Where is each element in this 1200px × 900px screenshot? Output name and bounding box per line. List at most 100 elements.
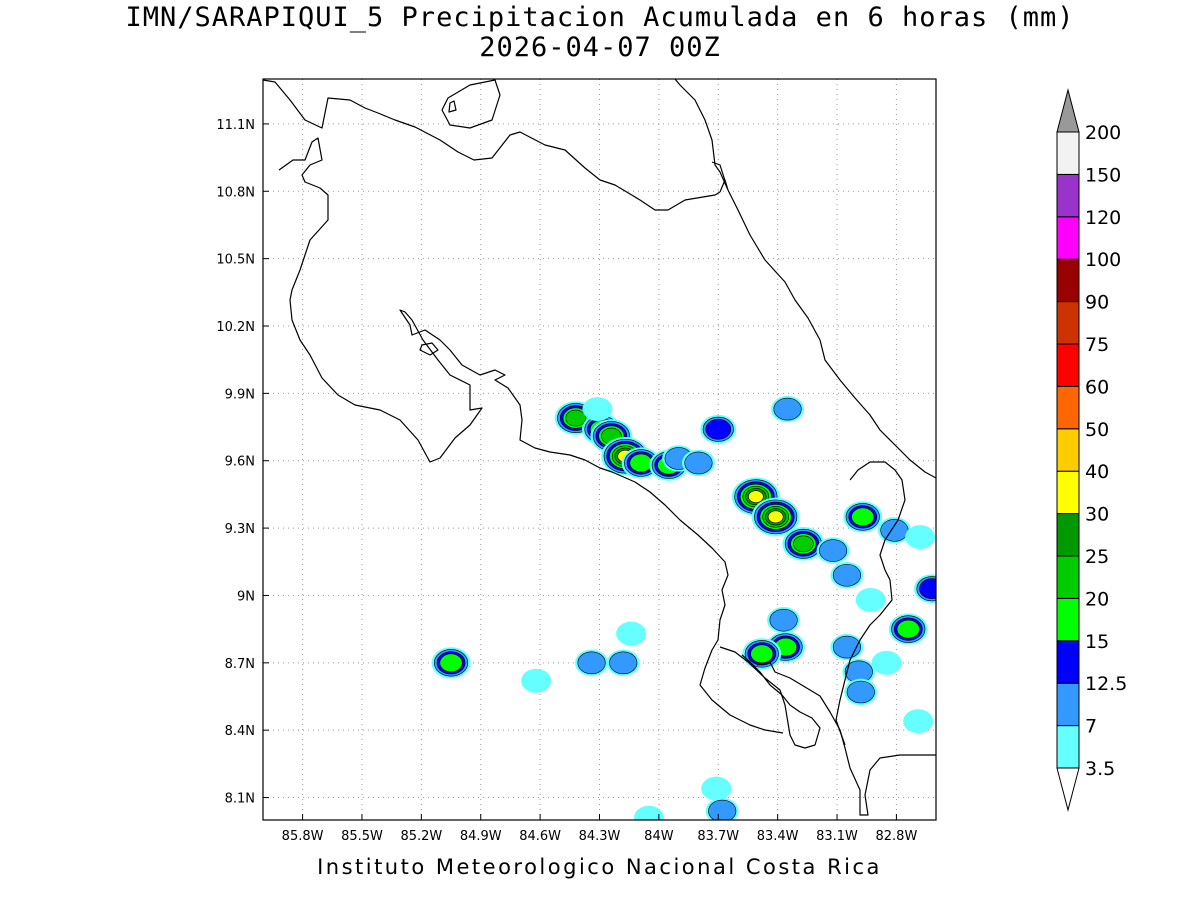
- precip-contour: [773, 397, 802, 421]
- colorbar-swatch: [1056, 640, 1080, 684]
- precip-cell: [431, 647, 471, 679]
- lon-tick-label: 83.4W: [757, 829, 799, 844]
- lat-tick-label: 9.9N: [225, 387, 255, 402]
- lat-tick-label: 10.2N: [216, 320, 255, 335]
- colorbar-swatch: [1056, 301, 1080, 345]
- lon-tick-label: 84.3W: [579, 829, 621, 844]
- lat-tick-label: 10.8N: [216, 185, 255, 200]
- precip-cell: [843, 501, 883, 533]
- precip-cell: [830, 633, 864, 661]
- precip-cell: [905, 525, 936, 550]
- lat-tick-label: 10.5N: [216, 253, 255, 268]
- precip-contour: [793, 535, 814, 553]
- pacific-coast-north: [278, 137, 784, 734]
- colorbar-swatch: [1056, 385, 1080, 430]
- colorbar-label: 60: [1085, 376, 1109, 398]
- precip-cell: [914, 574, 936, 604]
- lon-tick-label: 84W: [644, 829, 674, 844]
- precip-cell: [816, 537, 850, 564]
- colorbar-max-triangle: [1056, 88, 1080, 133]
- precip-cell: [871, 650, 902, 675]
- colorbar-swatch: [1056, 173, 1080, 218]
- lon-tick-label: 84.6W: [519, 829, 561, 844]
- colorbar-label: 75: [1085, 334, 1109, 356]
- precip-cell: [582, 397, 613, 422]
- precip-contour: [701, 776, 732, 801]
- colorbar-label: 25: [1085, 546, 1109, 568]
- colorbar-label: 30: [1085, 504, 1109, 526]
- lat-tick-label: 8.1N: [225, 792, 255, 807]
- footer-credit: Instituto Meteorologico Nacional Costa R…: [317, 855, 882, 879]
- caribbean-coast: [674, 79, 936, 479]
- precip-contour: [565, 409, 587, 427]
- precip-cell: [700, 414, 737, 444]
- lon-tick-label: 85.8W: [282, 829, 324, 844]
- colorbar-label: 15: [1085, 631, 1109, 653]
- colorbar-label: 100: [1085, 249, 1121, 271]
- precip-cell: [782, 527, 825, 561]
- precip-cell: [751, 497, 800, 537]
- precip-contour: [819, 539, 848, 562]
- lat-tick-label: 9N: [237, 589, 255, 604]
- precip-cell: [767, 606, 801, 634]
- lat-tick-label: 11.1N: [216, 118, 255, 133]
- precip-cell: [855, 587, 886, 612]
- precipitation-field: [431, 395, 936, 820]
- precip-cell: [705, 797, 739, 820]
- osa-peninsula: [719, 646, 821, 749]
- precip-contour: [767, 510, 784, 524]
- coastline-borders: [263, 79, 936, 816]
- lake-nicaragua-shore: [441, 79, 501, 129]
- precip-contour: [609, 651, 638, 675]
- precip-contour: [769, 608, 798, 632]
- precip-cell: [681, 449, 715, 477]
- precip-contour: [880, 519, 909, 542]
- colorbar-swatch: [1056, 555, 1080, 599]
- precip-cell: [521, 668, 552, 693]
- lon-tick-label: 85.2W: [400, 829, 442, 844]
- map-subtitle-datetime: 2026-04-07 00Z: [479, 32, 721, 63]
- colorbar-label: 90: [1085, 292, 1109, 314]
- precip-contour: [577, 651, 606, 675]
- lat-tick-label: 8.4N: [225, 724, 255, 739]
- lon-tick-label: 83.1W: [816, 829, 858, 844]
- precip-cell: [575, 649, 609, 677]
- colorbar-swatch: [1056, 343, 1080, 387]
- colorbar-label: 120: [1085, 207, 1121, 229]
- precip-cell: [903, 709, 934, 734]
- precip-cell: [830, 562, 864, 589]
- precip-contour: [919, 578, 936, 600]
- precip-contour: [851, 507, 875, 527]
- precip-cell: [888, 613, 928, 645]
- colorbar-label: 200: [1085, 122, 1121, 144]
- golfo-dulce-coast: [756, 661, 936, 816]
- panama-border: [835, 461, 906, 746]
- precip-contour: [748, 490, 764, 503]
- precip-contour: [855, 587, 886, 612]
- colorbar-label: 7: [1085, 716, 1097, 738]
- precip-contour: [750, 644, 774, 664]
- map-axis-ticks: 85.8W 85.5W 85.2W 84.9W 84.6W 84.3W 84W 83.7W 83…: [216, 118, 917, 844]
- colorbar-label: 150: [1085, 164, 1121, 186]
- lon-tick-label: 83.7W: [697, 829, 739, 844]
- precip-contour: [896, 619, 920, 639]
- precip-contour: [521, 668, 552, 693]
- precip-contour: [832, 563, 861, 587]
- precip-contour: [629, 453, 653, 473]
- precip-cell: [606, 649, 640, 677]
- lon-tick-label: 85.5W: [341, 829, 383, 844]
- precip-cell: [771, 395, 805, 423]
- precip-cell: [742, 638, 782, 670]
- colorbar-label: 3.5: [1085, 758, 1115, 780]
- precip-contour: [871, 650, 902, 675]
- precip-contour: [582, 397, 613, 422]
- lake-island: [448, 100, 457, 113]
- lat-tick-label: 9.3N: [225, 522, 255, 537]
- map-title: IMN/SARAPIQUI_5 Precipitacion Acumulada …: [125, 2, 1075, 33]
- colorbar-label: 40: [1085, 461, 1109, 483]
- precip-contour: [616, 621, 647, 646]
- colorbar-label: 20: [1085, 588, 1109, 610]
- lon-tick-label: 84.9W: [460, 829, 502, 844]
- precip-contour: [846, 680, 875, 704]
